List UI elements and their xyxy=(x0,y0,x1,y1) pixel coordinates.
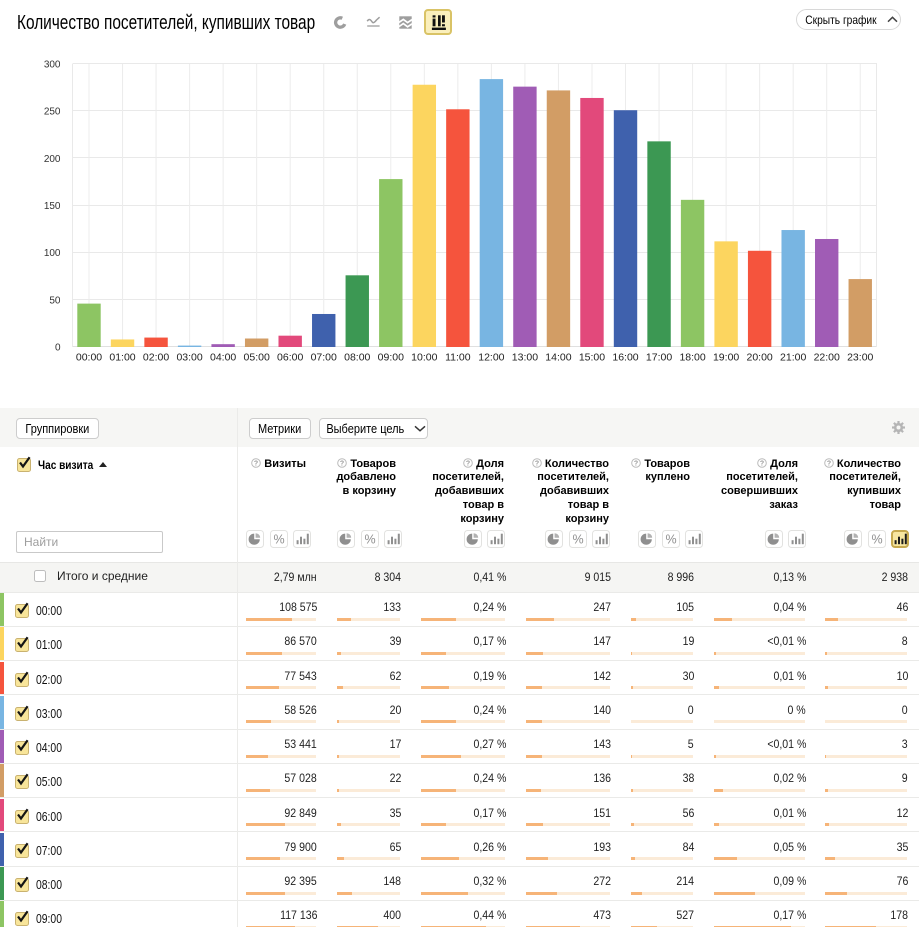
svg-text:11:00: 11:00 xyxy=(445,352,471,364)
svg-text:?: ? xyxy=(340,460,344,467)
svg-text:?: ? xyxy=(760,460,764,467)
svg-text:08:00: 08:00 xyxy=(344,352,370,364)
svg-text:16:00: 16:00 xyxy=(612,352,638,364)
svg-text:01:00: 01:00 xyxy=(109,352,135,364)
svg-text:200: 200 xyxy=(44,154,61,165)
svg-text:50: 50 xyxy=(49,295,61,306)
svg-text:09:00: 09:00 xyxy=(378,352,404,364)
svg-text:21:00: 21:00 xyxy=(780,352,806,364)
svg-text:150: 150 xyxy=(44,201,61,212)
svg-text:19:00: 19:00 xyxy=(713,352,739,364)
svg-text:?: ? xyxy=(634,460,638,467)
svg-text:%: % xyxy=(364,532,375,546)
svg-text:00:00: 00:00 xyxy=(76,352,102,364)
svg-text:100: 100 xyxy=(44,248,61,259)
svg-text:0: 0 xyxy=(55,343,61,354)
svg-text:%: % xyxy=(665,532,676,546)
svg-text:23:00: 23:00 xyxy=(847,352,873,364)
svg-text:15:00: 15:00 xyxy=(579,352,605,364)
svg-text:%: % xyxy=(572,532,583,546)
svg-text:12:00: 12:00 xyxy=(478,352,504,364)
svg-text:%: % xyxy=(871,532,882,546)
svg-text:05:00: 05:00 xyxy=(244,352,270,364)
svg-text:18:00: 18:00 xyxy=(679,352,705,364)
svg-text:22:00: 22:00 xyxy=(814,352,840,364)
svg-text:?: ? xyxy=(535,460,539,467)
svg-text:250: 250 xyxy=(44,107,61,118)
svg-text:13:00: 13:00 xyxy=(512,352,538,364)
svg-text:03:00: 03:00 xyxy=(176,352,202,364)
svg-text:?: ? xyxy=(827,460,831,467)
svg-text:?: ? xyxy=(254,460,258,467)
svg-text:06:00: 06:00 xyxy=(277,352,303,364)
svg-text:04:00: 04:00 xyxy=(210,352,236,364)
svg-text:07:00: 07:00 xyxy=(311,352,337,364)
svg-text:10:00: 10:00 xyxy=(411,352,437,364)
svg-text:300: 300 xyxy=(44,60,61,71)
svg-text:?: ? xyxy=(466,460,470,467)
svg-text:17:00: 17:00 xyxy=(646,352,672,364)
svg-text:%: % xyxy=(273,532,284,546)
svg-text:14:00: 14:00 xyxy=(545,352,571,364)
svg-text:20:00: 20:00 xyxy=(746,352,772,364)
svg-text:02:00: 02:00 xyxy=(143,352,169,364)
